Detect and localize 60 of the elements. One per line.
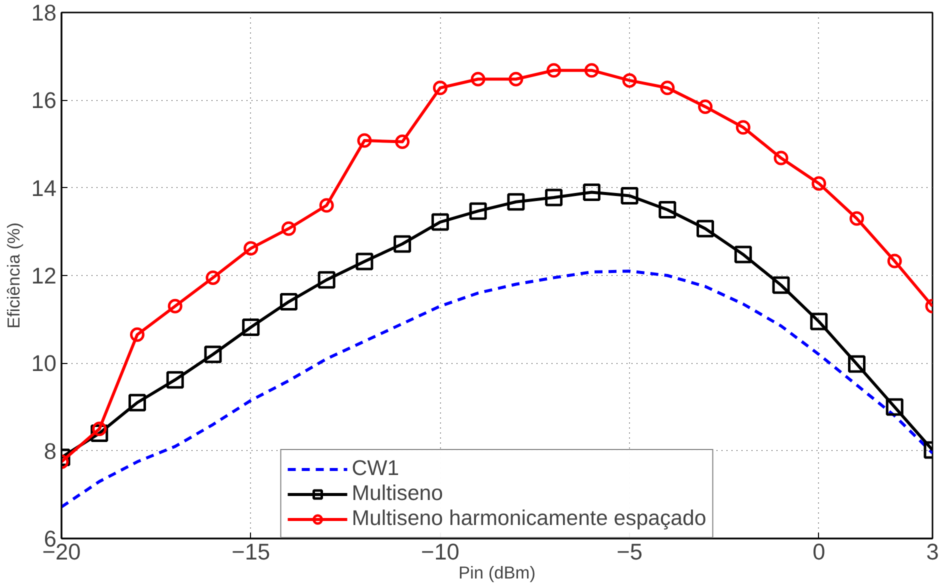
point: [658, 201, 676, 218]
point: [204, 346, 222, 364]
point: [886, 398, 904, 416]
x-tick-label: −5: [616, 538, 642, 564]
point: [206, 270, 220, 285]
point: [582, 183, 600, 201]
y-tick-label: 12: [31, 262, 56, 288]
point: [319, 198, 334, 213]
point: [734, 246, 752, 264]
y-tick-label: 8: [44, 438, 57, 464]
point: [469, 202, 487, 220]
point: [280, 293, 298, 311]
point: [508, 72, 524, 86]
point: [622, 73, 637, 88]
y-tick-label: 18: [31, 0, 56, 26]
point: [356, 252, 374, 270]
line-series: [62, 270, 932, 508]
point: [244, 241, 258, 256]
point: [772, 276, 790, 294]
point: [130, 327, 144, 342]
x-tick-label: −15: [232, 538, 270, 564]
x-axis-title: Pin (dBm): [458, 562, 536, 582]
point: [166, 371, 184, 389]
point: [848, 355, 866, 373]
legend-label: Multiseno: [352, 481, 444, 506]
x-tick-label: −10: [420, 538, 460, 564]
point: [696, 220, 714, 238]
point: [660, 80, 675, 96]
point: [620, 186, 638, 204]
point: [357, 133, 372, 148]
point: [470, 72, 486, 86]
x-tick-label: 3: [926, 538, 939, 564]
point: [242, 318, 260, 336]
point: [736, 120, 750, 135]
legend-label: Multiseno harmonicamente espaçado: [352, 506, 706, 531]
y-tick-label: 16: [31, 87, 56, 114]
point: [774, 150, 788, 166]
point: [128, 394, 146, 412]
point: [545, 188, 563, 206]
y-tick-label: 14: [31, 174, 56, 201]
point: [887, 254, 902, 268]
point: [281, 221, 296, 236]
point: [394, 235, 412, 253]
point: [395, 134, 410, 150]
y-tick-label: 10: [31, 350, 56, 376]
point: [698, 100, 713, 114]
point: [810, 312, 828, 330]
point: [507, 193, 525, 211]
point: [168, 298, 182, 314]
point: [812, 176, 826, 191]
x-tick-label: 0: [812, 538, 826, 564]
point: [318, 271, 336, 289]
legend-label: CW1: [352, 456, 400, 481]
point: [92, 422, 107, 436]
point: [431, 213, 449, 231]
point: [850, 211, 864, 226]
point: [546, 63, 562, 78]
y-axis-title: Eficiência (%): [3, 222, 24, 328]
point: [432, 80, 448, 96]
point: [584, 63, 599, 78]
